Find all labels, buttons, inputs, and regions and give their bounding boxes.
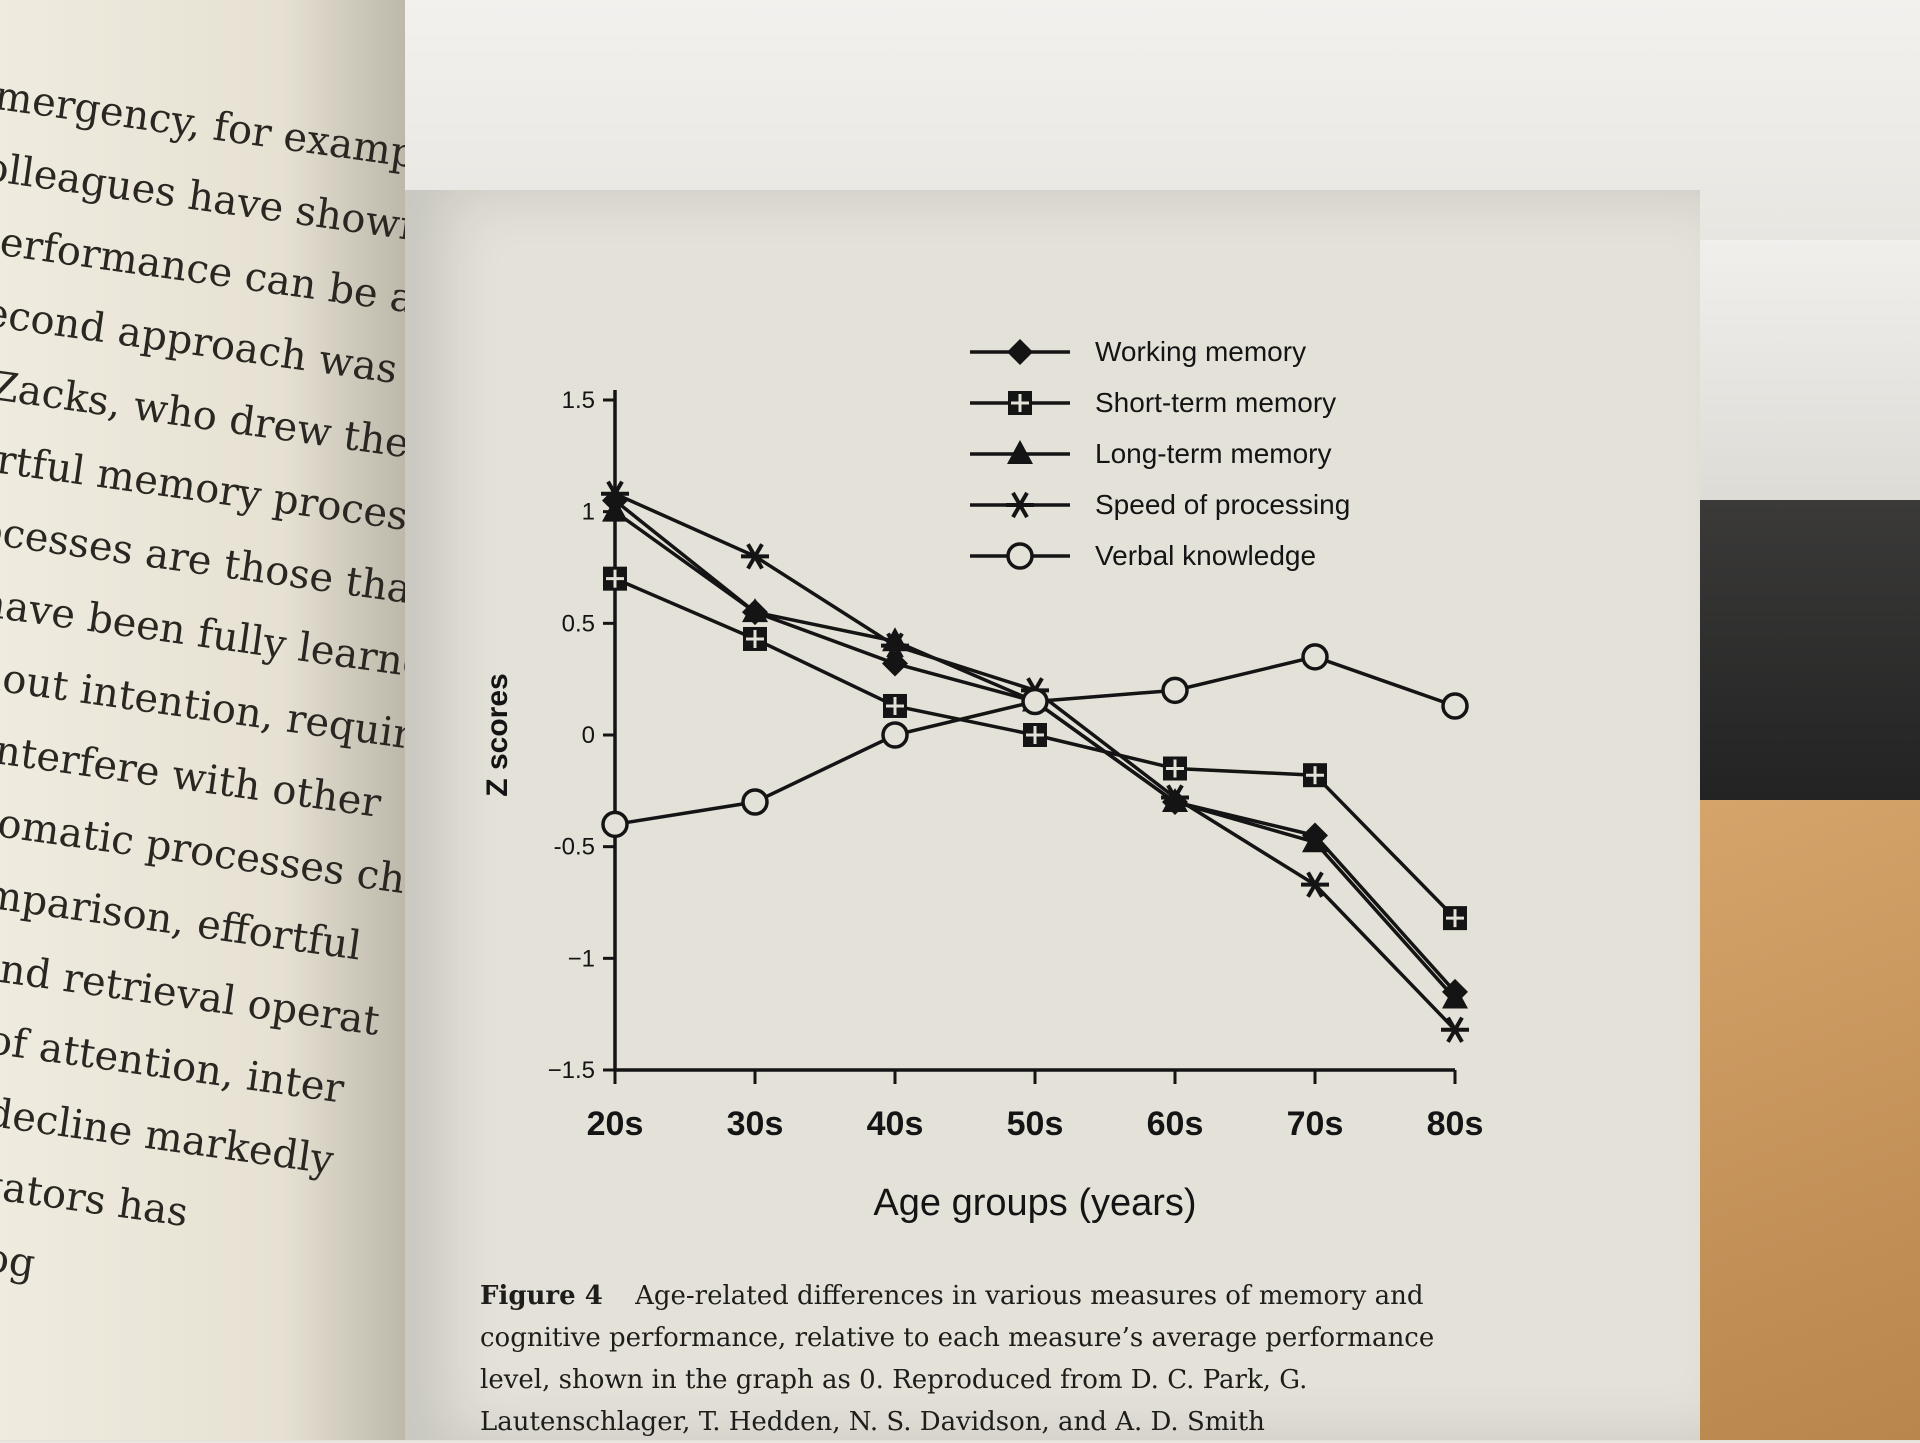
asterisk-marker-stroke xyxy=(1166,784,1184,811)
x-tick-label: 40s xyxy=(867,1105,924,1143)
legend-label: Verbal knowledge xyxy=(1095,540,1316,571)
legend-label: Short-term memory xyxy=(1095,387,1336,418)
triangle-marker-shape xyxy=(1442,984,1468,1009)
circle-marker-shape xyxy=(1301,643,1329,671)
y-axis-label: Z scores xyxy=(481,673,514,796)
data-point xyxy=(1302,828,1328,853)
triangle-marker-shape xyxy=(1302,828,1328,853)
series-line xyxy=(614,492,1457,1032)
data-point xyxy=(741,543,769,570)
diamond-marker-shape xyxy=(882,650,908,677)
circle-marker-shape xyxy=(881,721,909,749)
data-point xyxy=(1441,1016,1469,1043)
x-tick-label: 80s xyxy=(1427,1105,1484,1143)
x-axis-label: Age groups (years) xyxy=(873,1182,1196,1224)
legend-marker xyxy=(1006,491,1034,519)
circle-marker-shape xyxy=(1006,542,1034,570)
data-point xyxy=(881,632,909,659)
x-tick-label: 60s xyxy=(1147,1105,1204,1143)
data-point xyxy=(883,693,907,718)
series-line xyxy=(613,510,1457,1000)
triangle-marker-shape xyxy=(602,497,628,522)
chart-legend: Working memory Short-term memory Long-term… xyxy=(970,336,1350,571)
series-short-term-memory xyxy=(603,566,1467,931)
x-tick-label: 70s xyxy=(1287,1105,1344,1143)
x-tick-label: 20s xyxy=(587,1105,644,1143)
diamond-marker-shape xyxy=(1007,339,1033,365)
legend-marker xyxy=(1007,440,1033,464)
y-tick-label: 0.5 xyxy=(562,610,595,637)
line-chart: 1.5 1 0.5 0 -0.5 −1 −1.5 20s 30s 40s 50s 60s 70s 80s A… xyxy=(481,336,1484,1224)
asterisk-marker-stroke xyxy=(606,480,624,507)
data-point xyxy=(882,650,908,677)
data-point xyxy=(601,480,629,507)
data-point xyxy=(743,626,767,651)
asterisk-marker-stroke xyxy=(1011,491,1029,519)
left-page-text: mergency, for example—and olleagues have … xyxy=(0,60,405,1344)
x-tick-label: 50s xyxy=(1007,1105,1064,1143)
series-verbal-knowledge xyxy=(601,643,1469,839)
y-tick-label: −1.5 xyxy=(548,1057,595,1084)
figure-caption: Figure 4 Age-related differences in vari… xyxy=(480,1275,1480,1443)
y-tick-label: 1.5 xyxy=(562,387,595,414)
figure-caption-text: Age-related differences in various measu… xyxy=(480,1281,1435,1437)
asterisk-marker-stroke xyxy=(1446,1016,1464,1043)
circle-marker-shape xyxy=(1021,687,1049,716)
y-tick-label: -0.5 xyxy=(554,834,595,861)
data-point xyxy=(602,497,628,522)
asterisk-marker-stroke xyxy=(886,632,904,659)
triangle-marker-shape xyxy=(742,598,768,623)
series-long-term-memory xyxy=(602,497,1468,1009)
series-line xyxy=(614,577,1457,920)
legend-marker xyxy=(1006,542,1034,570)
legend-label: Long-term memory xyxy=(1095,438,1332,469)
data-point xyxy=(603,566,627,591)
asterisk-marker-stroke xyxy=(1306,871,1324,898)
data-point xyxy=(1163,756,1187,781)
right-book-page: 1.5 1 0.5 0 -0.5 −1 −1.5 20s 30s 40s 50s 60s 70s 80s A… xyxy=(405,190,1700,1440)
data-point xyxy=(1023,723,1047,747)
data-point xyxy=(1303,763,1327,788)
legend-label: Working memory xyxy=(1095,336,1306,367)
data-point xyxy=(881,721,909,749)
legend-label: Speed of processing xyxy=(1095,489,1350,520)
data-point xyxy=(742,598,768,623)
data-point xyxy=(1442,984,1468,1009)
data-point xyxy=(1161,784,1189,811)
data-point xyxy=(1301,871,1329,898)
circle-marker-shape xyxy=(1441,692,1469,720)
legend-marker xyxy=(1007,339,1033,365)
x-tick-label: 30s xyxy=(727,1105,784,1143)
data-point xyxy=(1441,692,1469,720)
series-speed-of-processing xyxy=(601,480,1469,1043)
y-tick-label: −1 xyxy=(568,945,595,972)
circle-marker-shape xyxy=(741,788,769,816)
data-point xyxy=(601,810,629,839)
y-tick-label: 1 xyxy=(582,499,595,526)
circle-marker-shape xyxy=(601,810,629,839)
data-point xyxy=(1021,687,1049,716)
circle-marker-shape xyxy=(1161,676,1189,705)
y-tick-label: 0 xyxy=(582,722,595,749)
left-book-page: mergency, for example—and olleagues have … xyxy=(0,0,405,1440)
figure-label: Figure 4 xyxy=(480,1281,603,1311)
data-point xyxy=(1443,906,1467,931)
data-point xyxy=(1301,643,1329,671)
triangle-marker-shape xyxy=(1007,440,1033,464)
legend-marker xyxy=(1008,391,1032,415)
data-point xyxy=(1161,676,1189,705)
asterisk-marker-stroke xyxy=(746,543,764,570)
data-point xyxy=(741,788,769,816)
